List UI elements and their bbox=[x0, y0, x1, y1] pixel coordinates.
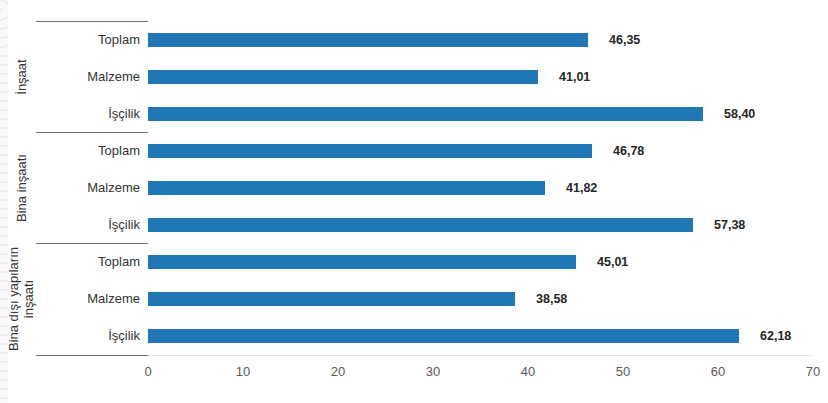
bar-value-label: 46,78 bbox=[613, 142, 644, 160]
x-tick-label: 10 bbox=[223, 364, 263, 380]
row-label: İşçilik bbox=[40, 216, 140, 234]
bar-value-label: 41,01 bbox=[559, 68, 590, 86]
row-label: Malzeme bbox=[40, 68, 140, 86]
bar-value-label: 62,18 bbox=[760, 327, 791, 345]
group-separator bbox=[36, 243, 148, 244]
row-label: İşçilik bbox=[40, 327, 140, 345]
bar-value-label: 45,01 bbox=[597, 253, 628, 271]
bar[interactable] bbox=[148, 144, 592, 158]
group-axis-label: Bina inşaatı bbox=[4, 125, 38, 251]
bar[interactable] bbox=[148, 218, 693, 232]
bar[interactable] bbox=[148, 329, 739, 343]
x-tick-label: 30 bbox=[413, 364, 453, 380]
row-label: İşçilik bbox=[40, 105, 140, 123]
row-label: Malzeme bbox=[40, 179, 140, 197]
bar[interactable] bbox=[148, 107, 703, 121]
bar-value-label: 38,58 bbox=[536, 290, 567, 308]
bar[interactable] bbox=[148, 70, 538, 84]
bar[interactable] bbox=[148, 255, 576, 269]
x-tick-label: 60 bbox=[698, 364, 738, 380]
group-separator bbox=[36, 21, 148, 22]
group-separator bbox=[36, 132, 148, 133]
bar-value-label: 41,82 bbox=[566, 179, 597, 197]
row-label: Malzeme bbox=[40, 290, 140, 308]
x-tick-label: 50 bbox=[603, 364, 643, 380]
x-tick-label: 0 bbox=[128, 364, 168, 380]
x-tick-label: 70 bbox=[793, 364, 828, 380]
x-axis-line bbox=[148, 355, 813, 356]
group-axis-label: Bina dışı yapıların inşaatı bbox=[4, 236, 38, 362]
category-axis-line bbox=[36, 355, 148, 356]
bar-value-label: 57,38 bbox=[714, 216, 745, 234]
x-tick-label: 40 bbox=[508, 364, 548, 380]
bar[interactable] bbox=[148, 33, 588, 47]
x-tick-label: 20 bbox=[318, 364, 358, 380]
row-label: Toplam bbox=[40, 142, 140, 160]
bar-chart: İnşaatToplam46,35Malzeme41,01İşçilik58,4… bbox=[0, 0, 828, 403]
bar-value-label: 46,35 bbox=[609, 31, 640, 49]
bar-value-label: 58,40 bbox=[724, 105, 755, 123]
row-label: Toplam bbox=[40, 253, 140, 271]
bar[interactable] bbox=[148, 292, 515, 306]
group-axis-label: İnşaat bbox=[4, 14, 38, 140]
bar[interactable] bbox=[148, 181, 545, 195]
row-label: Toplam bbox=[40, 31, 140, 49]
